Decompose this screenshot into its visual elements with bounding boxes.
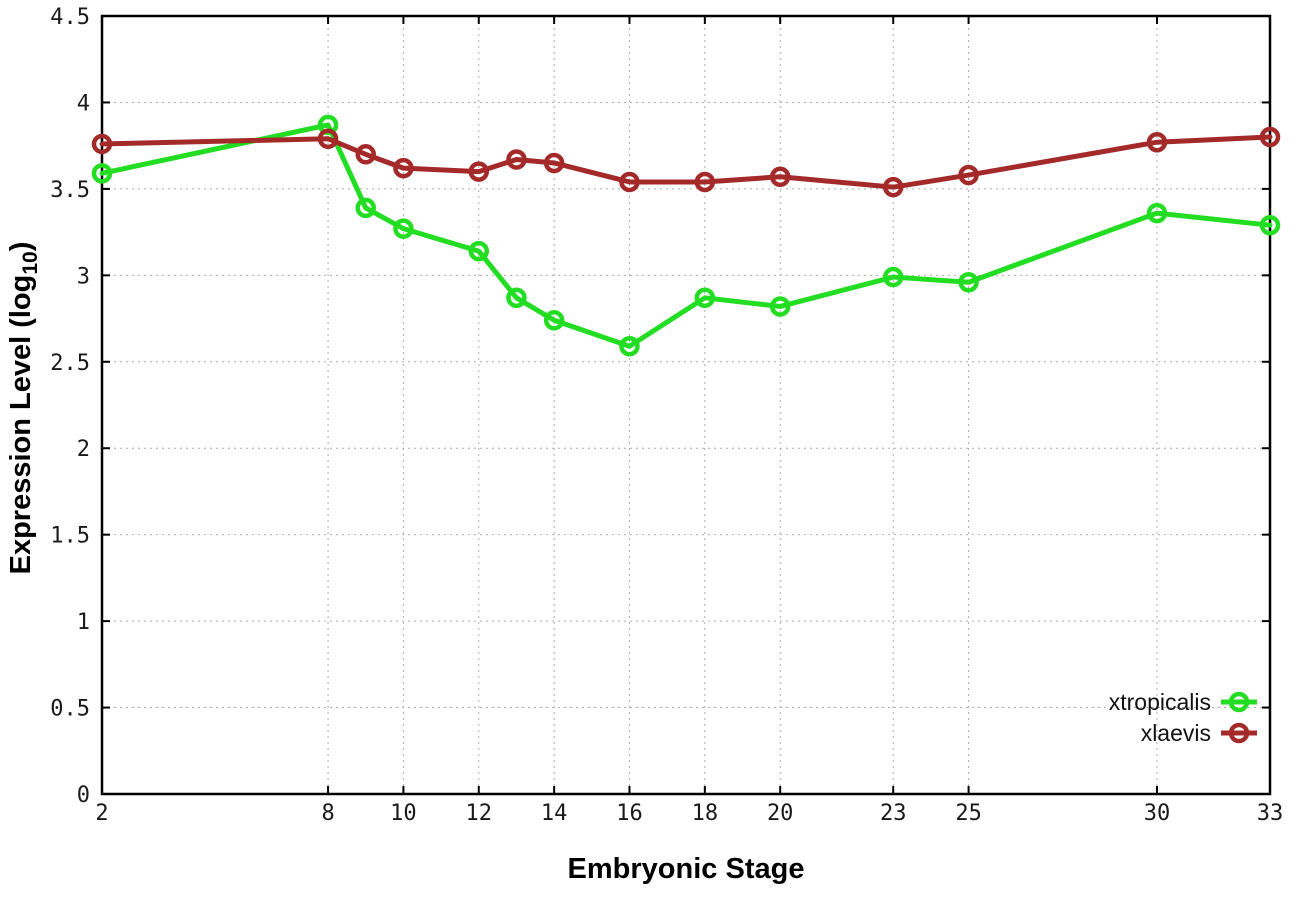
data-point-xtropicalis — [506, 287, 527, 309]
data-point-xlaevis — [355, 144, 376, 165]
x-tick-label: 16 — [616, 801, 643, 826]
data-point-xtropicalis — [958, 271, 979, 293]
x-tick-label: 18 — [692, 801, 719, 826]
data-point-xlaevis — [543, 152, 565, 174]
data-point-xlaevis — [1259, 126, 1281, 148]
data-point-xtropicalis — [91, 163, 113, 184]
data-point-xlaevis — [506, 149, 527, 170]
legend-sample-marker-xlaevis — [1228, 722, 1250, 744]
y-tick-label: 1.5 — [50, 524, 90, 549]
y-axis-title-subscript: 10 — [19, 251, 42, 274]
plot-layer: 2 8 10 12 14 16 18 20 23 25 30 33 0 0.5 1 1.5 2 2.5 3 3.5 4 4… — [50, 5, 1283, 826]
data-point-xtropicalis — [1146, 202, 1168, 224]
data-point-xlaevis — [958, 164, 979, 186]
x-tick-label: 10 — [390, 801, 417, 826]
x-axis-title: Embryonic Stage — [568, 853, 805, 885]
plot-border — [100, 14, 1272, 796]
data-point-xtropicalis — [355, 197, 376, 219]
x-tick-label: 2 — [95, 801, 108, 826]
y-tick-label: 4.5 — [50, 5, 90, 30]
data-point-xtropicalis — [393, 218, 414, 239]
data-point-xtropicalis — [468, 240, 490, 262]
data-point-xlaevis — [91, 133, 113, 155]
data-point-xlaevis — [1146, 131, 1168, 153]
x-tick-label: 8 — [321, 801, 334, 826]
data-point-xtropicalis — [543, 310, 565, 331]
data-point-xtropicalis — [1259, 214, 1281, 236]
y-tick-label: 2.5 — [50, 351, 90, 376]
y-tick-label: 2 — [77, 437, 90, 462]
y-tick-label: 0 — [77, 783, 90, 808]
data-point-xtropicalis — [619, 335, 640, 357]
x-tick-label: 30 — [1144, 801, 1171, 826]
x-tick-label: 14 — [541, 801, 568, 826]
y-tick-label: 0.5 — [50, 697, 90, 722]
series-line-xtropicalis — [99, 122, 1273, 349]
data-point-xlaevis — [317, 128, 339, 150]
y-tick-label: 3.5 — [50, 178, 90, 203]
data-point-xlaevis — [694, 171, 716, 193]
data-point-xlaevis — [769, 166, 791, 188]
data-point-xtropicalis — [882, 266, 904, 288]
x-tick-label: 33 — [1257, 801, 1284, 826]
y-tick-label: 4 — [77, 91, 90, 116]
x-tick-label: 12 — [466, 801, 493, 826]
legend-label-xlaevis: xlaevis — [1141, 720, 1211, 746]
data-point-xlaevis — [468, 161, 490, 182]
y-axis-title-main: Expression Level (log — [5, 275, 37, 575]
x-tick-label: 20 — [767, 801, 794, 826]
y-tick-label: 1 — [77, 610, 90, 635]
y-axis-title: Expression Level (log10) — [5, 242, 42, 575]
data-point-xtropicalis — [694, 287, 716, 309]
legend-label-xtropicalis: xtropicalis — [1109, 689, 1211, 715]
data-point-xtropicalis — [769, 296, 791, 317]
data-point-xlaevis — [393, 157, 414, 179]
data-point-xlaevis — [619, 171, 640, 193]
x-tick-label: 23 — [880, 801, 907, 826]
data-point-xlaevis — [882, 176, 904, 198]
legend-sample-marker-xtropicalis — [1228, 691, 1250, 713]
x-tick-label: 25 — [955, 801, 982, 826]
y-tick-label: 3 — [77, 264, 90, 289]
series-line-xlaevis — [99, 134, 1273, 190]
y-axis-title-close: ) — [5, 242, 37, 252]
